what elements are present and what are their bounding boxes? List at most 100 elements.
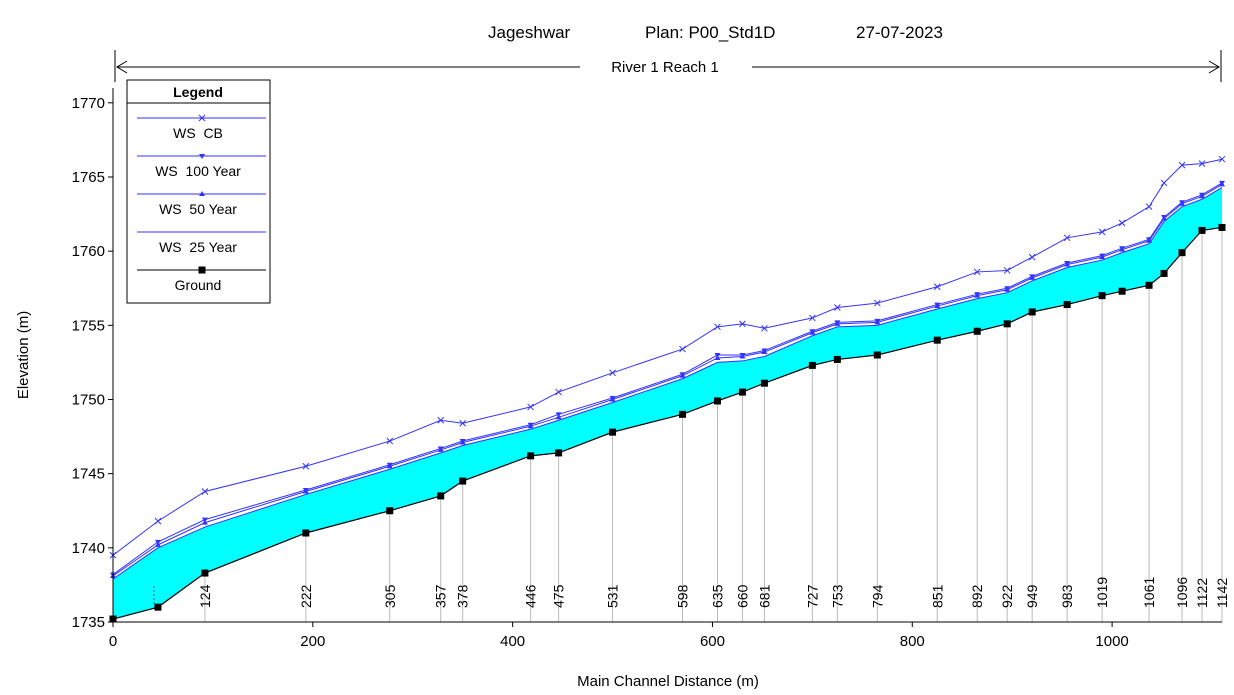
ws-50-point	[1099, 254, 1106, 260]
chart-location: Jageshwar	[488, 23, 571, 42]
ws-cb-point	[1198, 160, 1206, 168]
station-label: 949	[1024, 584, 1040, 608]
ws-50-point	[386, 463, 393, 469]
ws-cb-point	[833, 304, 841, 311]
ground-point	[302, 529, 310, 537]
x-tick-label: 800	[900, 633, 925, 650]
station-labels-layer: 124 222 305 357 378 446 475 531 598 635 660 681 727 7…	[197, 577, 1230, 608]
station-label: 922	[999, 584, 1015, 608]
ground-point	[437, 492, 445, 500]
chart-plan: Plan: P00_Std1D	[645, 23, 775, 42]
ground-point	[1178, 249, 1186, 257]
chart-date: 27-07-2023	[856, 23, 943, 42]
ground-point	[760, 379, 768, 387]
legend-label: WS 50 Year	[159, 201, 237, 217]
reach-extent-arrow	[114, 50, 1222, 82]
station-label: 1019	[1094, 577, 1110, 608]
station-label: 794	[869, 584, 885, 608]
series-layer	[109, 155, 1226, 623]
ws-50-point	[1119, 246, 1126, 252]
ws-cb-point	[739, 320, 746, 328]
ground-point	[1145, 281, 1153, 289]
station-label: 531	[605, 584, 621, 608]
ground-point	[833, 355, 841, 363]
ws-50-point	[934, 303, 941, 309]
ws-50-point	[1199, 193, 1206, 199]
ws-50-point	[527, 423, 534, 429]
ground-point	[527, 452, 535, 460]
ground-point	[609, 428, 617, 436]
legend-marker	[199, 154, 205, 159]
ws-50-point	[555, 414, 562, 420]
legend-label: WS 100 Year	[155, 163, 241, 179]
y-ticks: 1735 1740 1745 1750 1755 1760 1765 1770	[72, 95, 113, 631]
station-label: 305	[382, 584, 398, 608]
ws-cb-point	[154, 517, 162, 525]
ws-50-point	[714, 354, 721, 360]
y-tick-label: 1750	[72, 392, 105, 409]
ground-point	[1098, 292, 1106, 300]
station-label: 753	[829, 584, 845, 608]
ws-50-point	[609, 396, 616, 402]
station-label: 851	[929, 584, 945, 608]
ground-point	[808, 361, 816, 369]
ws-50-point	[154, 541, 161, 547]
ws-50-point	[459, 439, 466, 445]
ground-point	[1003, 320, 1011, 328]
ground-point	[678, 410, 686, 418]
ws-cb-point	[1063, 234, 1071, 242]
reach-label: River 1 Reach 1	[611, 59, 719, 76]
station-label: 378	[455, 584, 471, 608]
legend-label: WS 25 Year	[159, 239, 237, 255]
y-tick-label: 1735	[72, 614, 105, 631]
ws-cb-point	[873, 299, 881, 307]
series-line-ws-cb	[112, 158, 1223, 556]
ws-cb-point	[1178, 161, 1186, 169]
ground-point	[201, 569, 209, 577]
ground-point	[1218, 223, 1226, 231]
legend-marker	[198, 114, 206, 122]
legend-label: WS CB	[173, 125, 223, 141]
ws-cb-point	[201, 488, 209, 495]
y-tick-label: 1770	[72, 95, 105, 112]
ground-point	[713, 397, 721, 405]
ws-cb-point	[679, 345, 686, 353]
station-label: 635	[709, 584, 725, 608]
x-tick-label: 600	[700, 633, 725, 650]
water-fill-layer	[113, 187, 1222, 620]
legend: Legend WS CB WS 100 Year WS 50 Year WS 25 Y…	[126, 79, 271, 304]
ws-cb-point	[1003, 267, 1011, 274]
station-label: 124	[197, 584, 213, 608]
ground-point	[386, 507, 394, 515]
ground-point	[1028, 308, 1036, 316]
x-tick-label: 0	[109, 633, 117, 650]
y-tick-label: 1765	[72, 169, 105, 186]
ws-cb-point	[555, 388, 562, 396]
station-label: 1122	[1194, 578, 1210, 608]
station-lines-layer	[153, 227, 1223, 622]
y-axis-label: Elevation (m)	[15, 311, 32, 399]
station-label: 892	[969, 584, 985, 608]
ws-50-point	[739, 353, 746, 359]
station-label: 598	[674, 584, 690, 608]
station-label: 681	[756, 584, 772, 608]
y-tick-label: 1760	[72, 243, 105, 260]
ws-50-point	[679, 372, 686, 378]
ground-point	[873, 351, 881, 359]
ws-50-point	[874, 319, 881, 325]
station-label: 727	[804, 584, 820, 608]
ground-point	[1063, 301, 1071, 309]
x-tick-label: 1000	[1095, 633, 1128, 650]
water-surface-fill	[113, 187, 1222, 620]
ground-point	[1160, 269, 1168, 277]
ws-50-point	[1004, 286, 1011, 292]
ws-cb-point	[809, 314, 816, 322]
station-label: 475	[551, 584, 567, 608]
ws-cb-point	[609, 369, 616, 377]
ws-cb-point	[973, 268, 981, 276]
ws-50-point	[809, 329, 816, 335]
ground-point	[973, 327, 981, 335]
legend-entries: WS CB WS 100 Year WS 50 Year WS 25 Year Grou…	[137, 114, 266, 293]
x-ticks: 0 200 400 600 800 1000	[109, 622, 1129, 650]
ground-point	[738, 388, 746, 396]
